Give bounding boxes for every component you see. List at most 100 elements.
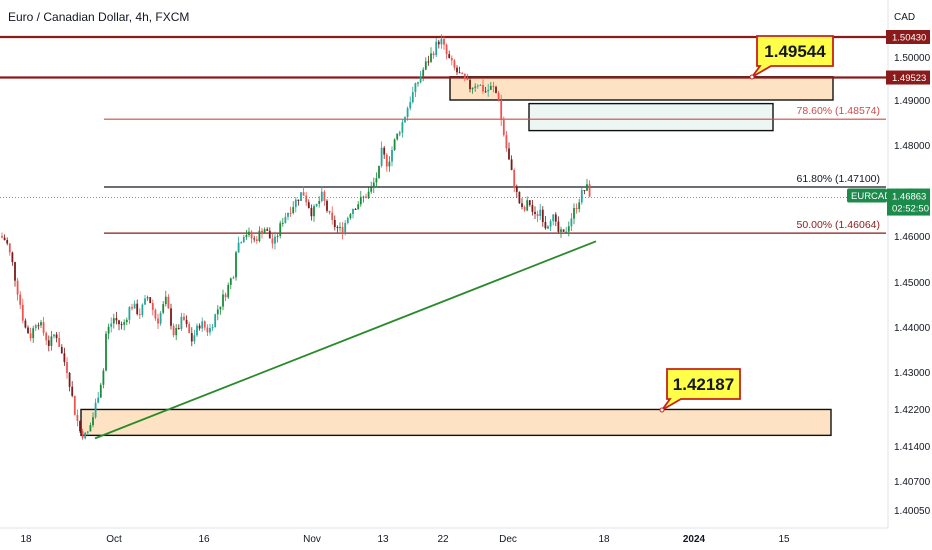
- candle-body: [274, 236, 276, 244]
- candle-body: [42, 322, 45, 333]
- candle-body: [1, 236, 3, 238]
- candle-body: [45, 332, 48, 341]
- price-tick-label: 1.43000: [894, 368, 931, 379]
- price-tick-label: 1.42200: [894, 405, 931, 416]
- candle-body: [58, 338, 61, 347]
- candle-body: [183, 316, 185, 321]
- candle-body: [565, 231, 568, 233]
- zone-box: [449, 76, 834, 101]
- candle-body: [209, 328, 211, 333]
- candle-body: [294, 199, 297, 208]
- countdown-text: 02:52:50: [892, 204, 929, 215]
- candle-body: [346, 218, 349, 223]
- chart-title: Euro / Canadian Dollar, 4h, FXCM: [8, 10, 189, 24]
- level-price-tag-text: 1.49523: [892, 73, 926, 84]
- callout-anchor: [749, 74, 755, 80]
- candle-body: [268, 230, 271, 239]
- candle-body: [458, 72, 461, 74]
- fib-level-label: 50.00% (1.46064): [797, 219, 880, 231]
- candle-body: [476, 85, 479, 87]
- price-tick-label: 1.44000: [894, 323, 931, 334]
- candle-body: [510, 159, 513, 171]
- candle-body: [456, 67, 458, 73]
- candle-body: [588, 184, 591, 197]
- candle-body: [211, 327, 214, 329]
- time-tick-label: Oct: [106, 534, 122, 545]
- candle-body: [6, 240, 9, 244]
- candle-body: [11, 252, 14, 263]
- candle-body: [336, 227, 339, 229]
- candle-body: [185, 320, 188, 325]
- candle-body: [362, 196, 365, 198]
- candle-body: [469, 79, 471, 90]
- candle-body: [393, 139, 396, 150]
- candle-body: [105, 333, 107, 371]
- candle-body: [144, 298, 146, 305]
- candle-body: [175, 327, 178, 336]
- candle-body: [300, 192, 302, 201]
- candle-body: [573, 207, 575, 219]
- candle-body: [162, 304, 165, 313]
- price-tick-label: 1.49000: [894, 96, 931, 107]
- candle-body: [502, 119, 505, 136]
- time-tick-label: 16: [198, 534, 210, 545]
- candle-body: [333, 219, 336, 228]
- candle-body: [388, 161, 391, 167]
- candle-body: [515, 187, 518, 192]
- candle-body: [518, 191, 521, 204]
- candle-body: [266, 229, 269, 231]
- candle-body: [352, 208, 354, 215]
- candle-body: [471, 87, 474, 90]
- candle-body: [539, 209, 542, 217]
- candle-body: [409, 102, 412, 109]
- price-tick-label: 1.41400: [894, 442, 931, 453]
- symbol-tag-text: EURCAD: [851, 191, 891, 202]
- candle-body: [214, 314, 217, 328]
- candle-body: [526, 200, 529, 211]
- candle-body: [279, 223, 282, 236]
- candle-body: [242, 236, 245, 243]
- candle-body: [167, 296, 170, 309]
- price-tick-label: 1.40700: [894, 477, 931, 488]
- candle-body: [323, 191, 326, 201]
- candle-body: [354, 208, 357, 210]
- candle-body: [164, 296, 167, 305]
- candle-body: [583, 190, 586, 192]
- candle-body: [24, 320, 27, 328]
- candle-body: [432, 53, 435, 56]
- candle-body: [276, 235, 279, 237]
- candle-body: [435, 41, 438, 56]
- candle-body: [414, 83, 417, 93]
- candle-body: [398, 132, 401, 134]
- candle-body: [406, 108, 409, 118]
- candle-body: [586, 184, 588, 191]
- candle-body: [287, 212, 289, 217]
- candle-body: [222, 294, 224, 307]
- candle-body: [307, 202, 310, 209]
- candle-body: [21, 304, 24, 321]
- candle-body: [255, 239, 258, 242]
- candle-body: [419, 76, 422, 83]
- candle-body: [131, 307, 133, 309]
- candle-body: [206, 327, 209, 333]
- candle-body: [341, 227, 344, 234]
- candle-body: [326, 200, 328, 211]
- candle-body: [79, 420, 81, 432]
- candle-body: [484, 91, 487, 93]
- candle-body: [424, 61, 427, 70]
- candle-body: [224, 294, 227, 298]
- candle-body: [76, 414, 79, 421]
- candle-body: [123, 322, 126, 325]
- candle-body: [370, 187, 373, 192]
- candle-body: [443, 39, 445, 45]
- candle-body: [27, 327, 29, 334]
- price-tick-label: 1.40050: [894, 506, 931, 517]
- candle-body: [102, 370, 105, 385]
- candle-body: [357, 204, 360, 210]
- zone-box: [80, 408, 832, 437]
- candle-body: [133, 303, 136, 309]
- candle-body: [71, 386, 74, 396]
- level-price-tag: [886, 70, 930, 85]
